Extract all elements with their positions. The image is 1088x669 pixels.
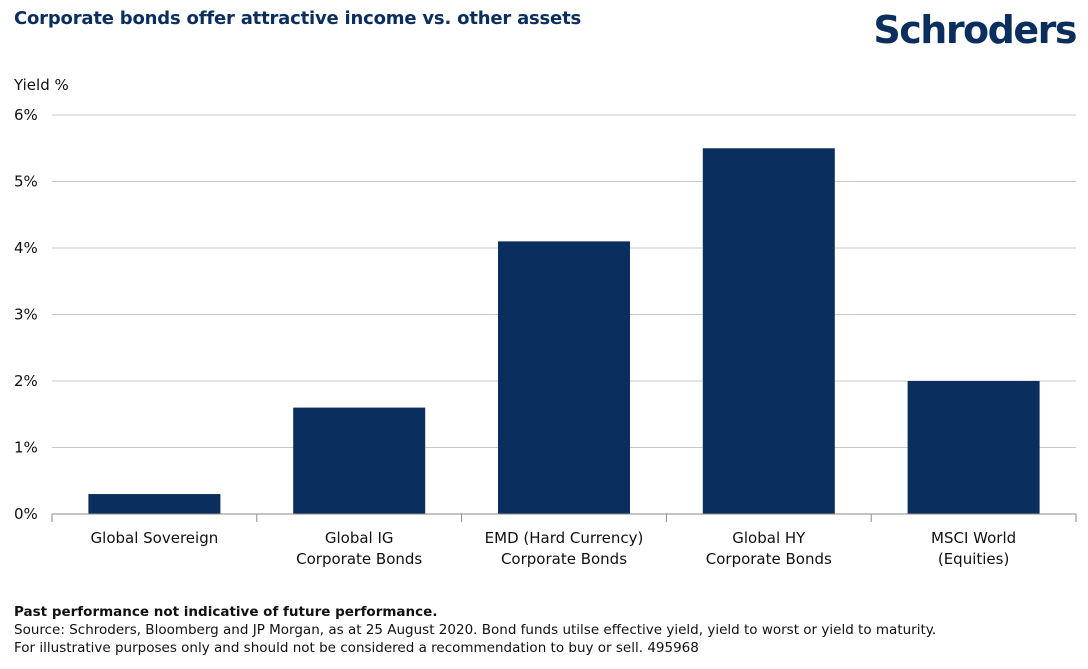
x-axis-labels: Global Sovereign Global IG Corporate Bonds… — [91, 529, 1017, 568]
x-tick-label: Global IG Corporate Bonds — [296, 529, 422, 568]
footnotes: Past performance not indicative of futur… — [14, 603, 1074, 657]
y-tick-label: 2% — [14, 372, 38, 390]
y-tick-label: 5% — [14, 173, 38, 191]
y-tick-label: 1% — [14, 439, 38, 457]
chart-title: Corporate bonds offer attractive income … — [14, 8, 581, 29]
y-tick-label: 6% — [14, 106, 38, 124]
bar — [293, 407, 426, 514]
y-axis-ticks: 0% 1% 2% 3% 4% 5% 6% — [14, 106, 38, 523]
x-tick-label: Global HY Corporate Bonds — [706, 529, 832, 568]
x-tick-label: Global Sovereign — [91, 529, 219, 547]
x-tick-label: EMD (Hard Currency) Corporate Bonds — [485, 529, 644, 568]
schroders-logo: Schroders — [873, 8, 1077, 52]
performance-disclaimer: Past performance not indicative of futur… — [14, 604, 438, 620]
y-axis-label: Yield % — [13, 76, 69, 94]
bar — [88, 494, 221, 514]
y-tick-label: 4% — [14, 239, 38, 257]
x-tick-label: MSCI World (Equities) — [931, 529, 1016, 568]
bar — [907, 381, 1040, 514]
illustrative-note: For illustrative purposes only and shoul… — [14, 640, 699, 656]
y-tick-label: 0% — [14, 505, 38, 523]
x-axis — [51, 513, 1077, 522]
bar-chart: Yield % 0%1%2%3%4%5%6% Global Sovereign G… — [13, 76, 1077, 568]
bars — [88, 148, 1040, 514]
bar — [498, 241, 630, 514]
y-tick-label: 3% — [14, 306, 38, 324]
source-note: Source: Schroders, Bloomberg and JP Morg… — [14, 622, 937, 638]
bar — [702, 148, 835, 514]
